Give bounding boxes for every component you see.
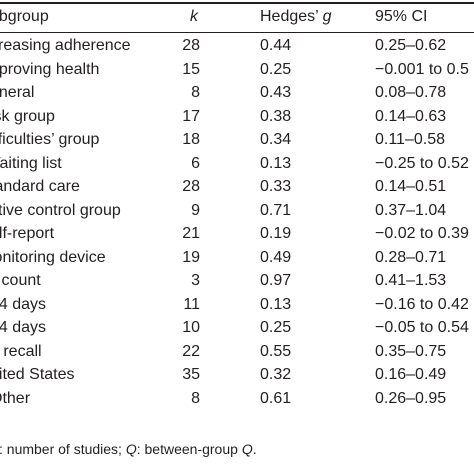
- cell-ci: 0.25–0.62: [375, 37, 447, 54]
- cell-k: 22: [182, 342, 200, 360]
- table-row: nited States 35 0.32 0.16–0.49: [0, 365, 474, 389]
- cell-subgroup: Other: [0, 389, 31, 407]
- table-row: 14 days 10 0.25 −0.05 to 0.54: [0, 318, 474, 342]
- cell-ci: −0.05 to 0.54: [375, 319, 469, 336]
- cell-ci: −0.25 to 0.52: [375, 154, 469, 172]
- table-row: creasing adherence 28 0.44 0.25–0.62: [0, 36, 474, 60]
- cell-hedges-g: 0.33: [260, 178, 292, 195]
- footnote-q-symbol: Q: [125, 441, 137, 457]
- cell-ci: 0.37–1.04: [375, 201, 447, 219]
- table-row: eneral 8 0.43 0.08–0.78: [0, 83, 474, 107]
- header-k: k: [190, 8, 198, 25]
- table-row: ctive control group 9 0.71 0.37–1.04: [0, 201, 474, 225]
- table-row: Vaiting list 6 0.13 −0.25 to 0.52: [0, 154, 474, 178]
- cell-subgroup: isk group: [0, 107, 55, 125]
- cell-k: 28: [182, 37, 200, 54]
- cell-subgroup: Vaiting list: [0, 154, 62, 172]
- cell-k: 35: [182, 366, 200, 383]
- cell-hedges-g: 0.55: [260, 342, 292, 360]
- cell-k: 8: [191, 389, 200, 407]
- cell-subgroup: elf-report: [0, 225, 55, 242]
- cell-hedges-g: 0.32: [260, 366, 292, 383]
- cell-k: 28: [182, 178, 200, 195]
- cell-k: 11: [183, 295, 200, 313]
- cell-subgroup: nproving health: [0, 60, 100, 78]
- cell-hedges-g: 0.44: [260, 37, 292, 54]
- cell-k: 3: [191, 272, 200, 289]
- table-row: 14 days 11 0.13 −0.16 to 0.42: [0, 295, 474, 319]
- table-row: ifficulties’ group 18 0.34 0.11–0.58: [0, 130, 474, 154]
- cell-ci: 0.41–1.53: [375, 272, 447, 289]
- cell-k: 8: [191, 84, 200, 101]
- table-row: o recall 22 0.55 0.35–0.75: [0, 342, 474, 366]
- cell-ci: −0.02 to 0.39: [375, 225, 469, 242]
- table-header-row: ubgroup k Hedges’ g 95% CI: [0, 6, 474, 30]
- header-hedges-prefix: Hedges’: [260, 8, 323, 25]
- table-row: nproving health 15 0.25 −0.001 to 0.5: [0, 60, 474, 84]
- cell-ci: 0.14–0.63: [375, 107, 447, 125]
- cell-hedges-g: 0.71: [260, 201, 292, 219]
- footnote-k-text: : number of studies;: [0, 441, 126, 457]
- cell-ci: −0.16 to 0.42: [375, 295, 469, 313]
- cell-hedges-g: 0.97: [260, 272, 292, 289]
- cell-subgroup: ll count: [0, 272, 41, 289]
- cell-ci: −0.001 to 0.5: [375, 60, 469, 78]
- cell-hedges-g: 0.13: [260, 295, 292, 313]
- table-footnote: k: number of studies; Q: between-group Q…: [0, 441, 474, 457]
- cell-subgroup: eneral: [0, 84, 35, 101]
- header-subgroup: ubgroup: [0, 8, 49, 25]
- table-body: creasing adherence 28 0.44 0.25–0.62 nprovin…: [0, 36, 474, 412]
- cell-subgroup: creasing adherence: [0, 37, 131, 54]
- cell-ci: 0.35–0.75: [375, 342, 447, 360]
- cell-hedges-g: 0.38: [260, 107, 292, 125]
- cell-k: 17: [182, 107, 200, 125]
- cell-subgroup: o recall: [0, 342, 42, 360]
- table-row: lonitoring device 19 0.49 0.28–0.71: [0, 248, 474, 272]
- footnote-end: .: [252, 441, 257, 457]
- cell-ci: 0.08–0.78: [375, 84, 447, 101]
- cell-subgroup: 14 days: [0, 319, 47, 336]
- cell-subgroup: tandard care: [0, 178, 80, 195]
- cell-k: 15: [182, 60, 200, 78]
- cell-hedges-g: 0.13: [260, 154, 292, 172]
- table-row: ll count 3 0.97 0.41–1.53: [0, 271, 474, 295]
- header-ci: 95% CI: [375, 8, 428, 25]
- cell-hedges-g: 0.25: [260, 60, 292, 78]
- cell-k: 6: [191, 154, 200, 172]
- cell-hedges-g: 0.43: [260, 84, 292, 101]
- cell-hedges-g: 0.25: [260, 319, 292, 336]
- header-hedges-g-symbol: g: [322, 8, 332, 25]
- cell-subgroup: 14 days: [0, 295, 47, 313]
- table-header-rule: [0, 32, 474, 33]
- cell-subgroup: nited States: [0, 366, 75, 383]
- header-hedges-g: Hedges’ g: [260, 8, 331, 26]
- cell-ci: 0.28–0.71: [375, 248, 447, 266]
- cell-ci: 0.14–0.51: [375, 178, 447, 195]
- cell-k: 19: [182, 248, 200, 266]
- footnote-q-text: : between-group: [136, 441, 242, 457]
- table-row: isk group 17 0.38 0.14–0.63: [0, 107, 474, 131]
- table-row: tandard care 28 0.33 0.14–0.51: [0, 177, 474, 201]
- cell-subgroup: ifficulties’ group: [0, 131, 100, 148]
- table-top-rule: [0, 2, 474, 4]
- cell-k: 9: [191, 201, 200, 219]
- cell-subgroup: lonitoring device: [0, 248, 106, 266]
- cell-hedges-g: 0.34: [260, 131, 292, 148]
- cell-k: 21: [182, 225, 200, 242]
- cell-hedges-g: 0.19: [260, 225, 292, 242]
- table-row: elf-report 21 0.19 −0.02 to 0.39: [0, 224, 474, 248]
- cell-ci: 0.26–0.95: [375, 389, 447, 407]
- footnote-q-symbol-2: Q: [241, 441, 253, 457]
- cell-ci: 0.16–0.49: [375, 366, 447, 383]
- cell-hedges-g: 0.61: [260, 389, 292, 407]
- cell-subgroup: ctive control group: [0, 201, 121, 219]
- cell-k: 18: [182, 131, 200, 148]
- cell-k: 10: [182, 319, 200, 336]
- table-row: Other 8 0.61 0.26–0.95: [0, 389, 474, 413]
- cell-hedges-g: 0.49: [260, 248, 292, 266]
- cell-ci: 0.11–0.58: [375, 131, 445, 148]
